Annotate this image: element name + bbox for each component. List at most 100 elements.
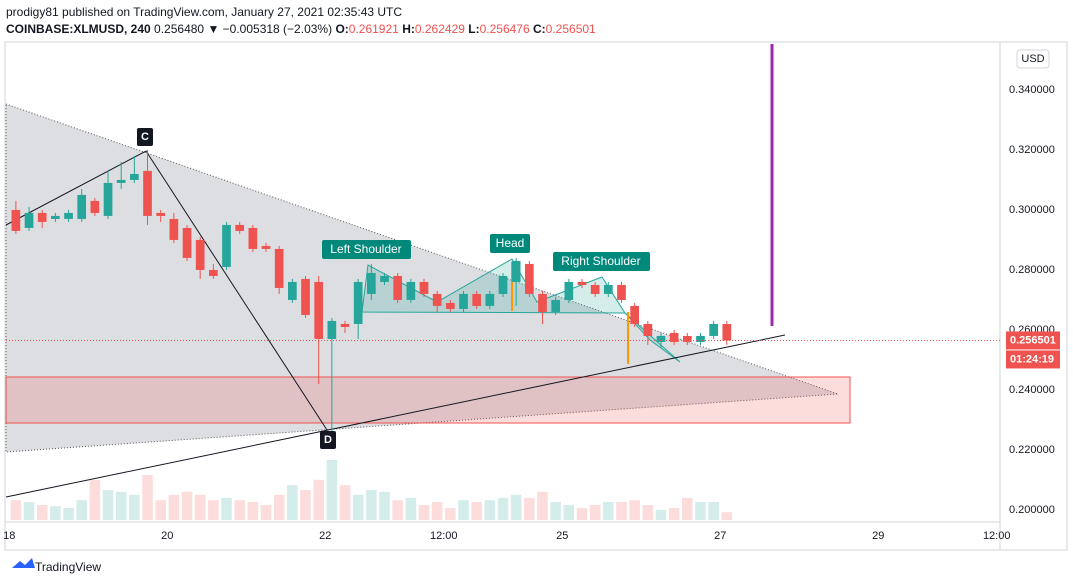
currency-box — [1016, 49, 1050, 69]
volume-bar — [155, 500, 166, 520]
candle-body — [37, 212, 47, 222]
candle-body — [630, 305, 640, 324]
volume-bar — [10, 500, 22, 520]
y-tick-label: 0.200000 — [1009, 504, 1055, 516]
volume-bar — [721, 512, 733, 520]
candle-body — [643, 323, 653, 336]
volume-bar — [23, 502, 35, 520]
c-label: C — [141, 131, 149, 143]
candle-body — [419, 281, 429, 294]
candle-body — [90, 200, 100, 213]
right-box — [553, 252, 650, 271]
volume — [10, 460, 733, 520]
candle-body — [288, 281, 297, 300]
volume-bar — [76, 500, 87, 520]
volume-bar — [629, 500, 640, 520]
volume-bar — [484, 500, 496, 520]
candle-body — [156, 212, 166, 216]
candle-body — [669, 332, 679, 342]
d-label: D — [324, 434, 332, 446]
volume-bar — [115, 491, 127, 520]
volume-bar — [642, 505, 654, 520]
countdown: 01:24:19 — [1010, 353, 1054, 365]
cd-line — [5, 150, 328, 431]
volume-bar — [273, 494, 285, 520]
candle-body — [366, 272, 376, 294]
volume-bar — [603, 502, 614, 520]
last-price-label: 0.256501 — [1010, 334, 1056, 346]
logo — [12, 558, 35, 568]
volume-bar — [221, 497, 232, 520]
volume-bar — [234, 500, 245, 520]
candle-body — [445, 302, 455, 309]
volume-bar — [655, 509, 667, 520]
frame — [4, 41, 1068, 551]
volume-bar — [695, 502, 706, 520]
candle-body — [209, 269, 218, 276]
candles — [6, 149, 1000, 432]
candle-body — [274, 248, 284, 288]
volume-bar — [668, 508, 680, 520]
volume-bar — [576, 508, 588, 520]
l-label: L: — [468, 22, 480, 36]
candle-body — [682, 335, 692, 342]
candle-body — [195, 239, 205, 270]
volume-bar — [36, 505, 48, 520]
change: ▼ −0.005318 (−2.03%) — [207, 22, 333, 36]
volume-bar — [181, 491, 193, 520]
volume-bar — [379, 491, 390, 520]
volume-bar — [682, 497, 693, 520]
last-price-box — [1006, 331, 1060, 350]
volume-bar — [326, 460, 338, 520]
candle-body — [564, 281, 574, 300]
o-label: O: — [335, 22, 349, 36]
volume-bar — [300, 490, 311, 520]
volume-bar — [445, 508, 456, 520]
candle-body — [432, 293, 442, 306]
volume-bar — [102, 490, 114, 520]
y-tick-label: 0.340000 — [1009, 84, 1055, 96]
axes: 0.2000000.2200000.2400000.2600000.280000… — [3, 84, 1060, 542]
last: 0.256480 — [154, 22, 205, 36]
volume-bar — [129, 494, 140, 520]
header: prodigy81 published on TradingView.com, … — [6, 4, 596, 38]
candle-body — [393, 275, 403, 300]
zone — [5, 376, 851, 424]
volume-bar — [50, 506, 61, 520]
h-label: H: — [402, 22, 415, 36]
volume-bar — [589, 505, 601, 520]
candle-body — [248, 227, 258, 249]
left-box — [322, 240, 411, 259]
volume-bar — [524, 497, 535, 520]
volume-bar — [563, 505, 575, 520]
candle-body — [11, 209, 21, 231]
x-tick-label: 22 — [319, 530, 331, 542]
candle-body — [656, 335, 666, 342]
brand: TradingView — [35, 560, 101, 574]
c-label: C: — [533, 22, 546, 36]
c-box — [137, 128, 153, 146]
candle-body — [116, 179, 126, 183]
candle-body — [103, 182, 113, 216]
x-tick-label: 12:00 — [983, 530, 1011, 542]
y-tick-label: 0.320000 — [1009, 144, 1055, 156]
candle-body — [498, 275, 508, 294]
volume-bar — [550, 502, 561, 520]
candle-body — [340, 323, 350, 327]
candle-body — [143, 170, 152, 216]
candle-body — [353, 281, 363, 324]
x-tick-label: 27 — [714, 530, 726, 542]
o: 0.261921 — [348, 22, 399, 36]
h: 0.262429 — [414, 22, 465, 36]
candle-body — [603, 284, 613, 294]
candle-body — [577, 281, 587, 285]
candle-body — [511, 260, 521, 282]
volume-bar — [537, 491, 548, 520]
volume-bar — [497, 497, 509, 520]
volume-bar — [208, 500, 219, 520]
candle-body — [64, 212, 73, 219]
candle-body — [301, 278, 310, 315]
candle-body — [524, 263, 534, 294]
right-label: Right Shoulder — [561, 254, 640, 268]
volume-bar — [458, 500, 469, 520]
